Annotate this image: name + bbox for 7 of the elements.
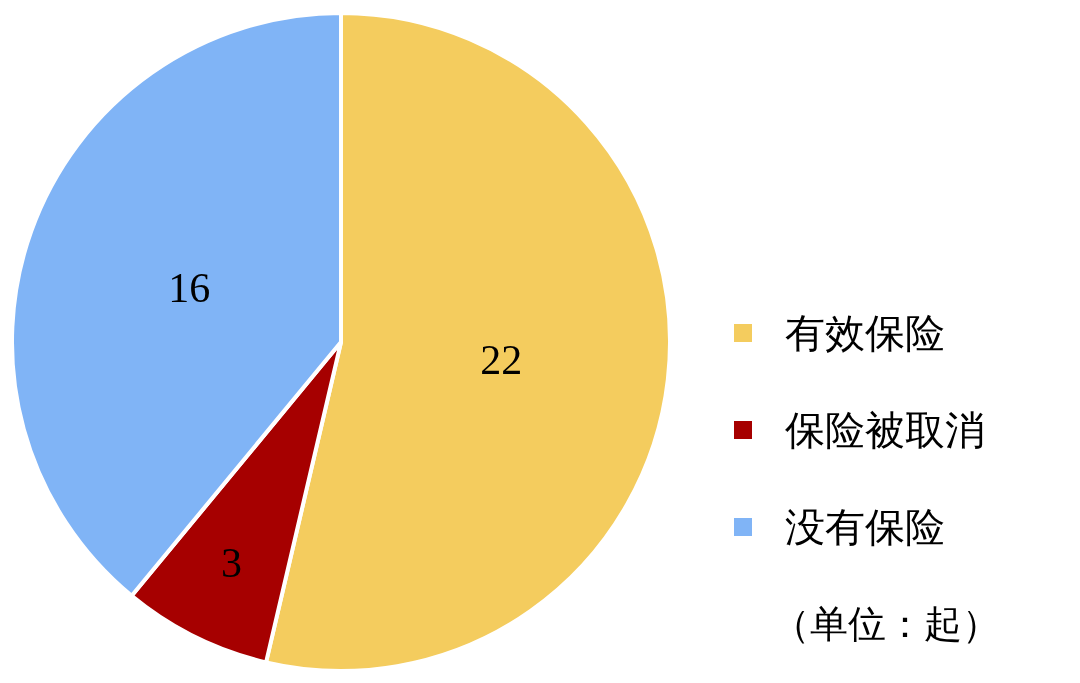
legend-label: 没有保险 (785, 504, 945, 550)
data-label: 3 (221, 540, 243, 587)
legend-label: 有效保险 (785, 310, 945, 356)
data-label: 16 (168, 264, 211, 311)
text: （单位：起） (772, 603, 1000, 645)
legend-label: 保险被取消 (785, 407, 985, 453)
data-label: 22 (480, 337, 523, 384)
